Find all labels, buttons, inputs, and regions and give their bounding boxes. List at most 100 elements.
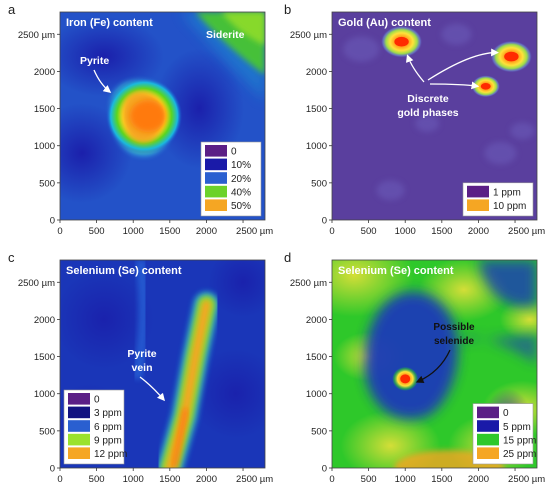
annotation-arrow bbox=[429, 81, 480, 90]
legend-label: 0 bbox=[231, 147, 237, 158]
legend-swatch bbox=[68, 433, 90, 446]
x-tick-label: 500 bbox=[89, 226, 105, 237]
legend-label: 0 bbox=[94, 395, 100, 406]
x-tick-label: 2500 µm bbox=[236, 474, 273, 485]
x-tick-label: 2000 bbox=[196, 226, 217, 237]
annotation-label: Pyrite bbox=[80, 55, 109, 67]
y-tick-label: 1000 bbox=[306, 389, 327, 400]
plot-frame bbox=[331, 11, 538, 221]
legend-label: 25 ppm bbox=[503, 449, 536, 460]
y-tick-label: 1500 bbox=[34, 104, 55, 115]
panel-letter: d bbox=[284, 250, 291, 265]
annotation-label: selenide bbox=[434, 336, 474, 347]
x-tick-label: 2000 bbox=[468, 474, 489, 485]
legend-swatch bbox=[477, 433, 499, 446]
plot-frame bbox=[59, 259, 266, 469]
heatmap-a bbox=[60, 12, 265, 220]
legend-swatch bbox=[477, 447, 499, 459]
legend-swatch bbox=[205, 158, 227, 171]
legend: 0 5 ppm 15 ppm 25 ppm bbox=[472, 403, 536, 465]
x-tick-label: 1000 bbox=[395, 226, 416, 237]
panel-letter: c bbox=[8, 250, 15, 265]
legend-swatch bbox=[68, 406, 90, 419]
legend-label: 0 bbox=[503, 408, 509, 419]
y-tick-label: 2500 µm bbox=[290, 278, 327, 289]
x-tick-label: 2500 µm bbox=[508, 474, 545, 485]
annotation-label: Possible bbox=[433, 322, 475, 333]
legend-swatch bbox=[205, 145, 227, 157]
x-tick-label: 2000 bbox=[468, 226, 489, 237]
y-tick-label: 0 bbox=[322, 464, 327, 475]
annotation-arrow bbox=[406, 54, 425, 83]
annotation-label: Pyrite bbox=[127, 348, 156, 360]
annotation-arrow bbox=[93, 69, 112, 93]
panel-a: a 0 500 1000 1500 2000 2500 µm 0 500 1000 1500 2000… bbox=[8, 2, 273, 237]
legend-label: 40% bbox=[231, 187, 251, 198]
y-tick-label: 2500 µm bbox=[18, 30, 55, 41]
legend-label: 9 ppm bbox=[94, 435, 122, 446]
x-tick-label: 1500 bbox=[159, 474, 180, 485]
y-tick-label: 1000 bbox=[34, 141, 55, 152]
panel-b: b 0 500 1000 1500 2000 2500 µm 0 500 1000 1500 2000… bbox=[284, 2, 545, 237]
legend-swatch bbox=[68, 393, 90, 405]
annotation-label: vein bbox=[131, 362, 152, 374]
legend-label: 1 ppm bbox=[493, 187, 521, 198]
y-tick-label: 0 bbox=[50, 216, 55, 227]
x-tick-label: 1500 bbox=[431, 474, 452, 485]
legend-label: 50% bbox=[231, 201, 251, 212]
annotation-arrow bbox=[415, 349, 451, 383]
x-tick-label: 2000 bbox=[196, 474, 217, 485]
x-tick-label: 500 bbox=[361, 226, 377, 237]
y-tick-label: 1500 bbox=[34, 352, 55, 363]
plot-frame bbox=[331, 259, 538, 469]
panel-c: c 0 500 1000 1500 2000 2500 µm 0 500 1000 1500 2000… bbox=[8, 250, 273, 485]
legend-swatch bbox=[477, 420, 499, 432]
y-tick-label: 2500 µm bbox=[290, 30, 327, 41]
x-tick-label: 0 bbox=[329, 226, 334, 237]
y-tick-label: 0 bbox=[50, 464, 55, 475]
y-tick-label: 1500 bbox=[306, 104, 327, 115]
x-tick-label: 500 bbox=[361, 474, 377, 485]
x-tick-label: 1000 bbox=[395, 474, 416, 485]
legend-swatch bbox=[467, 185, 489, 198]
x-tick-label: 1500 bbox=[431, 226, 452, 237]
legend-label: 5 ppm bbox=[503, 422, 531, 433]
y-tick-label: 2000 bbox=[306, 315, 327, 326]
legend-label: 12 ppm bbox=[94, 449, 127, 460]
x-tick-label: 2500 µm bbox=[236, 226, 273, 237]
annotation-label: Discrete bbox=[407, 93, 449, 105]
x-tick-label: 1000 bbox=[123, 474, 144, 485]
x-tick-label: 1000 bbox=[123, 226, 144, 237]
legend-label: 10 ppm bbox=[493, 201, 526, 212]
legend-swatch bbox=[477, 406, 499, 419]
y-tick-label: 0 bbox=[322, 216, 327, 227]
legend-label: 6 ppm bbox=[94, 422, 122, 433]
y-tick-label: 2000 bbox=[34, 67, 55, 78]
legend-label: 15 ppm bbox=[503, 435, 536, 446]
y-tick-label: 2500 µm bbox=[18, 278, 55, 289]
legend: 0 3 ppm 6 ppm 9 ppm 12 ppm bbox=[63, 389, 127, 465]
legend-swatch bbox=[205, 199, 227, 211]
panel-d: d 0 500 1000 1500 2000 2500 µm 0 500 1000 1500 2000… bbox=[284, 250, 545, 485]
y-tick-label: 1000 bbox=[34, 389, 55, 400]
legend-swatch bbox=[68, 420, 90, 432]
x-tick-label: 2500 µm bbox=[508, 226, 545, 237]
legend-label: 3 ppm bbox=[94, 408, 122, 419]
y-tick-label: 500 bbox=[39, 426, 55, 437]
plot-frame bbox=[59, 11, 266, 221]
legend: 1 ppm 10 ppm bbox=[462, 182, 534, 217]
panel-letter: b bbox=[284, 2, 291, 17]
x-tick-label: 500 bbox=[89, 474, 105, 485]
legend-swatch bbox=[467, 199, 489, 211]
legend-swatch bbox=[205, 172, 227, 184]
x-tick-label: 0 bbox=[57, 474, 62, 485]
x-tick-label: 1500 bbox=[159, 226, 180, 237]
y-tick-label: 2000 bbox=[34, 315, 55, 326]
map-title: Iron (Fe) content bbox=[66, 17, 153, 29]
y-tick-label: 500 bbox=[39, 178, 55, 189]
map-title: Selenium (Se) content bbox=[66, 265, 182, 277]
legend-label: 20% bbox=[231, 174, 251, 185]
y-tick-label: 1500 bbox=[306, 352, 327, 363]
map-title: Selenium (Se) content bbox=[338, 265, 454, 277]
